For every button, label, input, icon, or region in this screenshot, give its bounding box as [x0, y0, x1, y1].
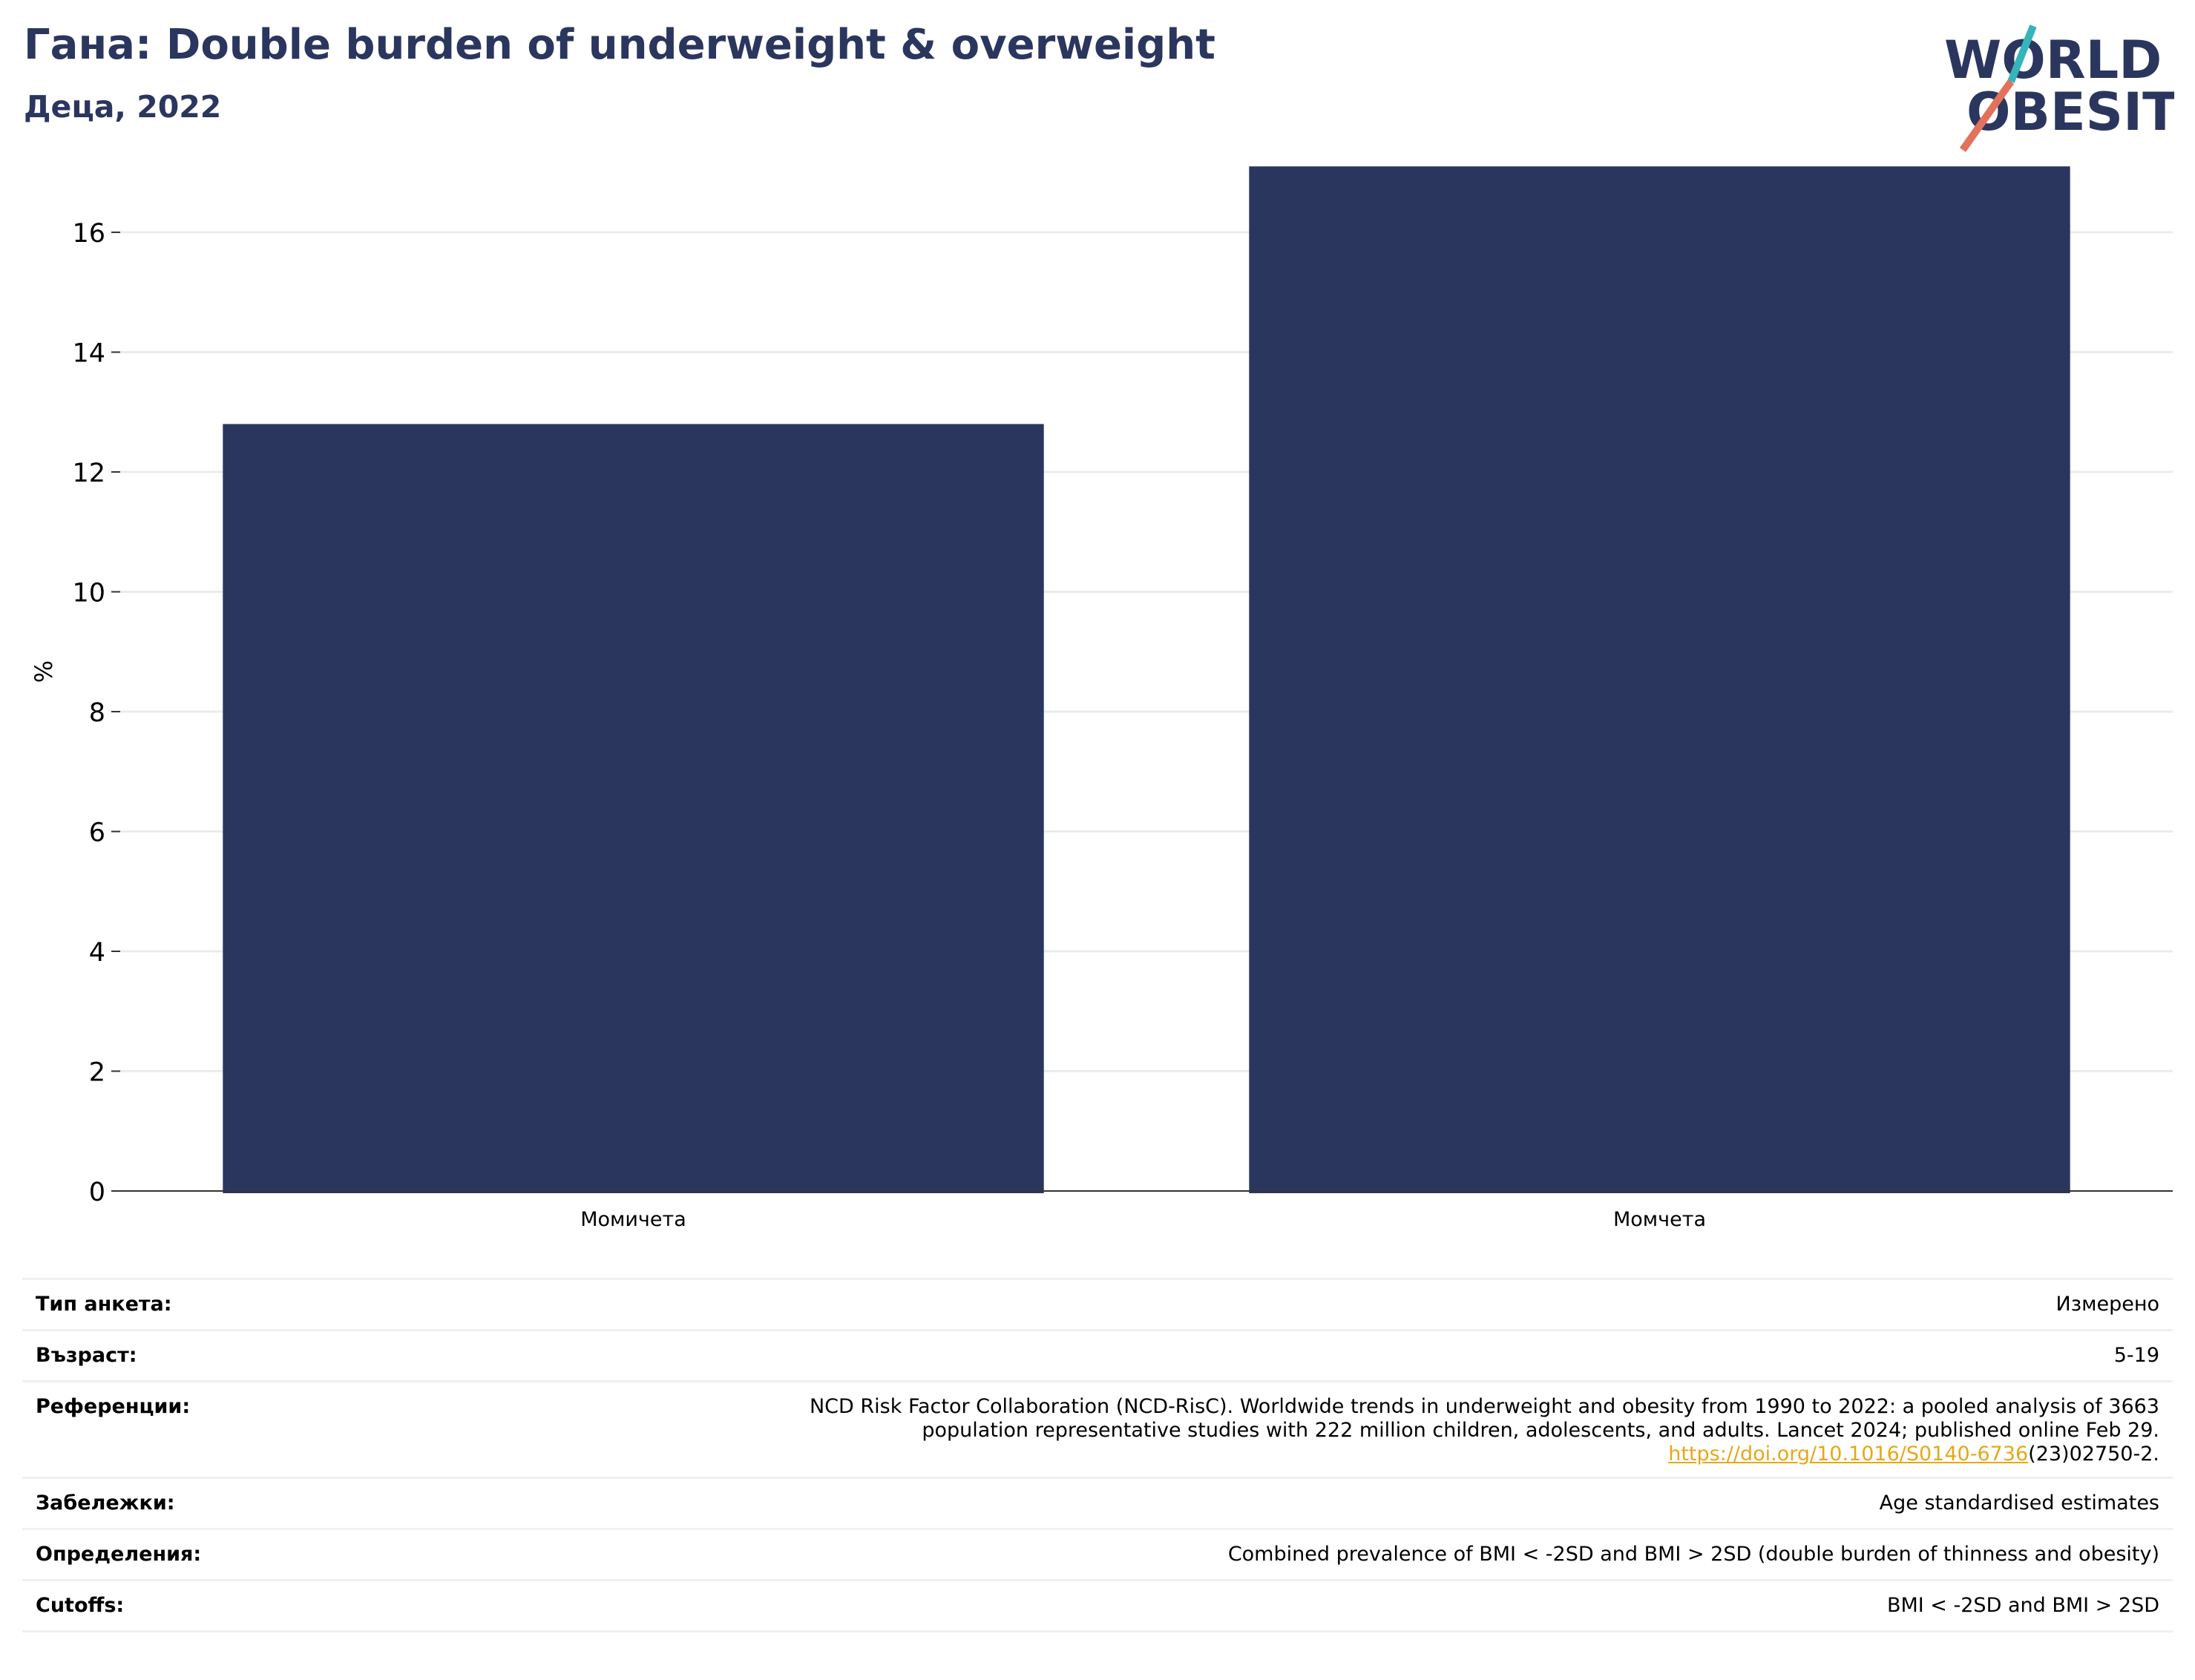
meta-row-cutoffs: Cutoffs: BMI < -2SD and BMI > 2SD — [22, 1580, 2173, 1632]
y-tick-label: 4 — [89, 938, 105, 968]
reference-line-3: https://doi.org/10.1016/S0140-6736(23)02… — [508, 1443, 2159, 1466]
meta-value-survey-type: Измерено — [2055, 1293, 2159, 1316]
reference-line-1: NCD Risk Factor Collaboration (NCD-RisC)… — [809, 1395, 2159, 1418]
metadata-table: Тип анкета: Измерено Възраст: 5-19 Рефер… — [22, 1278, 2173, 1633]
y-tick-label: 12 — [72, 459, 105, 488]
meta-value-definitions: Combined prevalence of BMI < -2SD and BM… — [1227, 1543, 2159, 1566]
y-tick-label: 2 — [89, 1058, 105, 1088]
axes: 0 2 4 6 8 10 12 14 16 Момичета Момчета% — [30, 219, 2173, 1231]
meta-value-age: 5-19 — [2113, 1344, 2159, 1367]
y-tick-label: 14 — [72, 339, 105, 369]
bar-chart: 0 2 4 6 8 10 12 14 16 Момичета Момчета% — [30, 166, 2173, 1231]
logo-slash-bottom — [1959, 79, 2015, 152]
logo-word-world: WORLD — [1944, 30, 2162, 91]
meta-label-notes: Забележки: — [36, 1492, 175, 1515]
meta-row-definitions: Определения: Combined prevalence of BMI … — [22, 1529, 2173, 1581]
meta-value-cutoffs: BMI < -2SD and BMI > 2SD — [1886, 1594, 2159, 1617]
y-tick-label: 16 — [72, 219, 105, 249]
meta-row-survey-type: Тип анкета: Измерено — [22, 1279, 2173, 1330]
reference-doi-link[interactable]: https://doi.org/10.1016/S0140-6736 — [1668, 1443, 2029, 1466]
reference-line-2: population representative studies with 2… — [922, 1419, 2159, 1442]
world-obesity-logo: WORLD OBESITY — [1944, 24, 2174, 152]
bar-girls — [223, 424, 1044, 1193]
meta-row-references: Референции: NCD Risk Factor Collaboratio… — [22, 1381, 2173, 1478]
meta-label-definitions: Определения: — [36, 1543, 202, 1566]
bar-boys — [1249, 166, 2070, 1194]
reference-doi-suffix: (23)02750-2. — [2028, 1443, 2159, 1466]
y-tick-label: 8 — [89, 698, 105, 728]
bars — [223, 166, 2070, 1194]
y-axis-label: % — [30, 660, 58, 683]
chart-title: Гана: Double burden of underweight & ove… — [24, 21, 1215, 69]
meta-value-notes: Age standardised estimates — [1879, 1492, 2159, 1515]
y-tick-label: 0 — [89, 1178, 105, 1207]
x-tick-label: Момичета — [580, 1208, 686, 1231]
meta-label-age: Възраст: — [36, 1344, 137, 1367]
y-tick-label: 6 — [89, 818, 105, 848]
meta-label-references: Референции: — [36, 1395, 191, 1418]
meta-label-cutoffs: Cutoffs: — [36, 1594, 125, 1617]
meta-label-survey-type: Тип анкета: — [36, 1293, 172, 1316]
meta-row-age: Възраст: 5-19 — [22, 1330, 2173, 1382]
meta-row-notes: Забележки: Age standardised estimates — [22, 1477, 2173, 1529]
x-tick-label: Момчета — [1613, 1208, 1706, 1231]
logo-slash-top — [2007, 24, 2037, 83]
y-tick-label: 10 — [72, 579, 105, 608]
meta-value-references: NCD Risk Factor Collaboration (NCD-RisC)… — [494, 1382, 2173, 1478]
chart-subtitle: Деца, 2022 — [24, 89, 222, 125]
